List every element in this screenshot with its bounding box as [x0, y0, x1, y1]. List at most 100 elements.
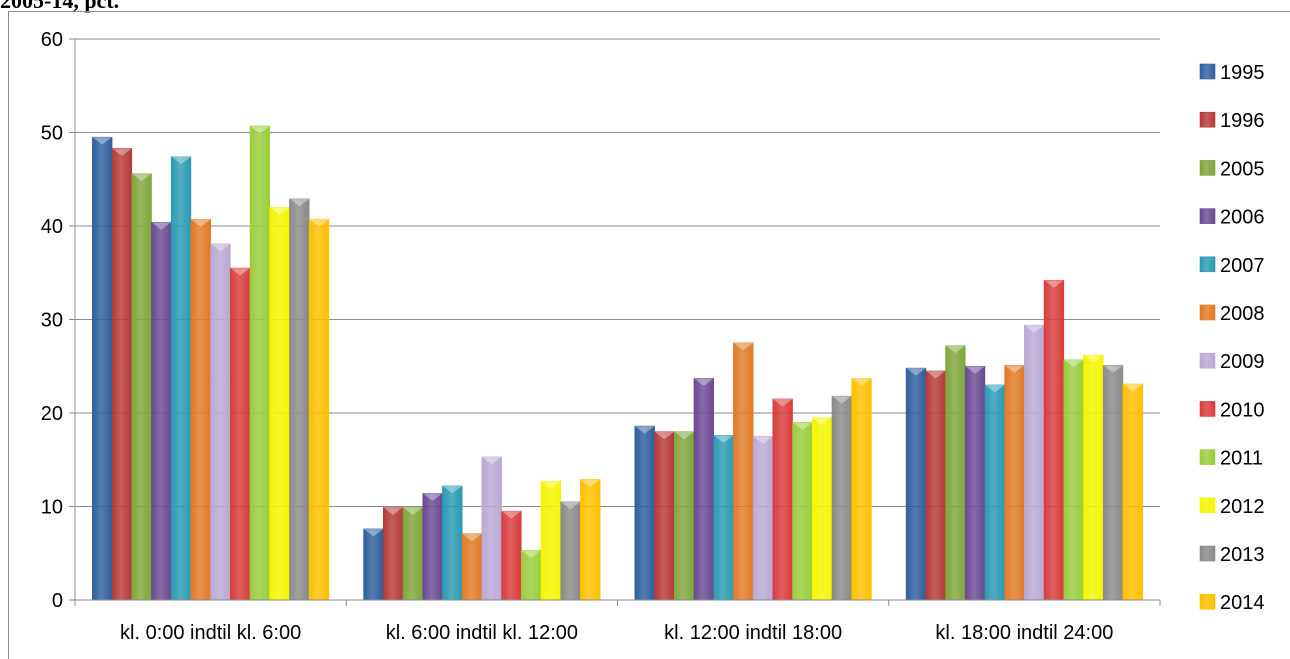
- bar-2014-0: [308, 219, 330, 601]
- bar-cap-2005-0: [131, 173, 152, 182]
- bar-1996-2: [654, 431, 675, 601]
- legend-label-2011: 2011: [1220, 448, 1263, 470]
- bar-cap-2005-2: [674, 431, 694, 440]
- bar-2005-1: [402, 507, 424, 601]
- bar-cap-2012-2: [812, 417, 832, 426]
- bar-cap-2013-2: [831, 396, 852, 404]
- bar-2010-1: [501, 510, 522, 601]
- legend-swatch-2013: [1199, 545, 1216, 562]
- bar-cap-2012-0: [269, 207, 290, 215]
- legend: 1995 1996 2005 2006 2007 2008 2009 2010 2011 2012…: [1199, 62, 1265, 614]
- bar-2008-2: [733, 342, 754, 601]
- legend-swatch-1995: [1199, 63, 1216, 80]
- bar-cap-2007-0: [171, 156, 191, 165]
- bar-2012-3: [1083, 354, 1104, 601]
- bar-cap-2008-3: [1004, 365, 1025, 373]
- legend-swatch-2009: [1199, 352, 1216, 369]
- x-tick-label: kl. 0:00 indtil kl. 6:00: [120, 622, 301, 644]
- bar-cap-1996-3: [925, 370, 946, 379]
- bar-2013-2: [831, 395, 852, 601]
- bar-cap-1996-0: [112, 148, 132, 156]
- bar-1996-3: [925, 370, 946, 601]
- bar-cap-1995-1: [363, 528, 384, 537]
- bar-2007-1: [442, 485, 463, 601]
- bar-cap-1996-2: [654, 431, 675, 440]
- bar-cap-2005-3: [945, 345, 966, 354]
- x-tick-label: kl. 12:00 indtil 18:00: [664, 622, 842, 644]
- bar-cap-2011-2: [792, 422, 813, 430]
- bar-cap-2005-1: [403, 507, 423, 515]
- bar-1995-3: [905, 367, 927, 601]
- bar-cap-2014-3: [1122, 384, 1143, 392]
- bar-2009-2: [752, 436, 774, 601]
- y-tick-label: 20: [41, 403, 63, 425]
- x-tick-label: kl. 6:00 indtil kl. 12:00: [386, 622, 578, 644]
- bar-2012-0: [269, 207, 290, 601]
- bar-cap-2010-3: [1044, 280, 1064, 288]
- bar-1995-1: [363, 528, 384, 601]
- bar-cap-2006-1: [422, 493, 443, 501]
- bar-cap-2014-1: [580, 479, 601, 487]
- bar-2008-0: [190, 219, 211, 601]
- legend-swatch-2005: [1199, 160, 1216, 176]
- y-tick-label: 40: [41, 216, 63, 238]
- bar-cap-2009-0: [210, 243, 231, 252]
- y-tick-label: 10: [41, 497, 63, 519]
- bar-2009-3: [1024, 324, 1045, 601]
- bar-2014-2: [851, 378, 872, 601]
- legend-label-1996: 1996: [1220, 110, 1265, 132]
- bar-cap-2014-2: [851, 378, 872, 386]
- chart-frame: [8, 11, 1290, 659]
- bar-2007-2: [713, 435, 734, 601]
- bar-1996-1: [383, 507, 404, 601]
- bars: [92, 125, 1143, 601]
- legend-label-2008: 2008: [1220, 303, 1265, 325]
- bar-cap-2008-2: [733, 342, 754, 351]
- bar-cap-2011-0: [250, 125, 270, 134]
- legend-label-2007: 2007: [1220, 255, 1265, 277]
- y-tick-label: 60: [41, 29, 63, 51]
- legend-swatch-2006: [1199, 208, 1216, 224]
- bar-cap-1995-3: [906, 368, 926, 376]
- bar-cap-2009-3: [1024, 325, 1045, 333]
- bar-cap-2010-2: [772, 398, 793, 407]
- legend-swatch-2014: [1199, 593, 1216, 610]
- bar-cap-1996-1: [383, 507, 404, 515]
- bar-cap-2006-2: [693, 378, 714, 386]
- bar-2007-3: [984, 384, 1005, 601]
- bar-2006-2: [693, 378, 715, 601]
- legend-label-2006: 2006: [1220, 207, 1265, 229]
- bar-cap-2013-3: [1103, 365, 1123, 373]
- bar-cap-2006-0: [151, 222, 172, 230]
- bar-2013-1: [560, 501, 581, 601]
- legend-label-1995: 1995: [1220, 62, 1265, 84]
- bar-cap-2014-0: [309, 219, 329, 227]
- x-tick-label: kl. 18:00 indtil 24:00: [935, 622, 1113, 644]
- legend-label-2012: 2012: [1220, 496, 1265, 518]
- bar-cap-1995-0: [92, 137, 113, 145]
- axes: 0 10 20 30 40 50 60 kl. 0:00 indtil kl. 6:00 kl.…: [41, 29, 1161, 644]
- bar-cap-2009-1: [481, 456, 502, 465]
- chart-caption: 2005-14, pct.: [0, 0, 120, 13]
- legend-swatch-2011: [1199, 449, 1216, 465]
- bar-cap-2012-1: [541, 481, 561, 489]
- bar-2013-0: [289, 198, 310, 601]
- legend-label-2014: 2014: [1220, 592, 1265, 614]
- legend-swatch-2007: [1199, 256, 1216, 273]
- bar-2014-3: [1122, 383, 1143, 601]
- bar-cap-2008-1: [462, 533, 482, 542]
- bar-cap-2013-0: [289, 198, 310, 207]
- bar-2010-2: [772, 398, 793, 601]
- bar-cap-2011-3: [1063, 359, 1084, 368]
- bar-cap-2010-1: [501, 511, 522, 519]
- bar-2013-3: [1102, 365, 1124, 601]
- bar-1996-0: [111, 148, 133, 601]
- bar-2008-3: [1004, 365, 1025, 601]
- bar-2012-1: [540, 480, 562, 601]
- bar-2011-2: [792, 422, 813, 601]
- bar-2012-2: [811, 417, 833, 601]
- bar-2007-0: [170, 156, 192, 601]
- bar-2005-3: [945, 345, 966, 601]
- legend-swatch-1996: [1199, 111, 1216, 128]
